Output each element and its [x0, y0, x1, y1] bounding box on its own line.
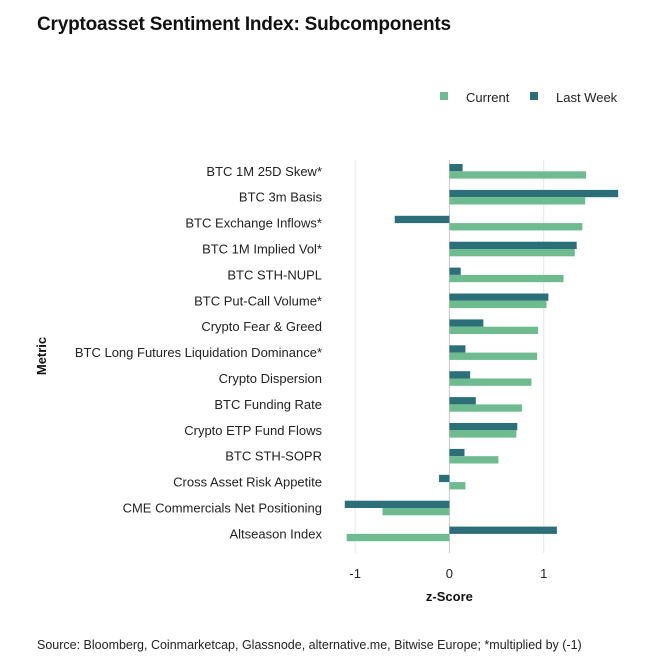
category-label: Crypto ETP Fund Flows	[184, 423, 322, 438]
category-label: BTC Exchange Inflows*	[185, 216, 322, 231]
bar-current	[449, 197, 586, 205]
legend-swatch	[530, 92, 538, 100]
bar-last-week	[449, 241, 577, 249]
labels-layer: -1 0 1 z-Score Metric BTC 1M 25D Skew* BTC 3m …	[34, 164, 547, 604]
bar-current	[449, 352, 538, 360]
category-label: BTC Long Futures Liquidation Dominance*	[75, 345, 322, 360]
bar-current	[449, 430, 517, 438]
bar-last-week	[439, 474, 450, 483]
bar-current	[449, 482, 466, 490]
bars-layer	[344, 164, 619, 542]
bar-last-week	[449, 423, 518, 431]
legend: Current Last Week	[440, 90, 618, 105]
category-label: Crypto Dispersion	[219, 371, 322, 386]
category-label: BTC 3m Basis	[239, 190, 323, 205]
bar-current	[346, 533, 450, 542]
category-label: BTC Put-Call Volume*	[194, 293, 322, 308]
bar-current	[449, 223, 583, 231]
bar-current	[449, 249, 575, 257]
bar-last-week	[449, 345, 466, 353]
x-tick-label: -1	[349, 566, 361, 581]
bar-current	[449, 456, 499, 464]
bar-current	[449, 171, 587, 179]
category-label: BTC 1M Implied Vol*	[202, 242, 322, 257]
legend-label: Last Week	[556, 90, 618, 105]
y-axis-title: Metric	[34, 337, 49, 375]
bar-current	[449, 326, 539, 334]
bar-last-week	[449, 319, 484, 327]
bar-last-week	[449, 189, 619, 198]
chart-title: Cryptoasset Sentiment Index: Subcomponen…	[37, 14, 451, 35]
bar-last-week	[449, 371, 471, 379]
bar-current	[449, 300, 547, 309]
category-label: BTC STH-NUPL	[227, 267, 322, 282]
legend-label: Current	[466, 90, 510, 105]
bar-current	[382, 508, 450, 516]
bar-last-week	[344, 500, 450, 508]
category-label: BTC STH-SOPR	[225, 449, 322, 464]
bar-current	[449, 378, 532, 386]
bar-last-week	[449, 448, 465, 457]
x-tick-label: 0	[446, 566, 453, 581]
bar-current	[449, 404, 523, 412]
category-label: Crypto Fear & Greed	[201, 319, 322, 334]
category-label: BTC 1M 25D Skew*	[206, 164, 322, 179]
bar-last-week	[449, 267, 461, 275]
bar-last-week	[449, 397, 476, 405]
x-tick-label: 1	[540, 566, 547, 581]
category-label: Cross Asset Risk Appetite	[173, 475, 322, 490]
bar-current	[449, 274, 564, 283]
bar-last-week	[449, 164, 463, 172]
source-note: Source: Bloomberg, Coinmarketcap, Glassn…	[37, 638, 582, 652]
x-axis-title: z-Score	[426, 589, 473, 604]
category-label: Altseason Index	[229, 526, 322, 541]
category-label: BTC Funding Rate	[214, 397, 322, 412]
legend-swatch	[440, 92, 448, 100]
category-label: CME Commercials Net Positioning	[123, 501, 322, 516]
bar-last-week	[449, 293, 549, 301]
bar-last-week	[449, 526, 557, 534]
bar-last-week	[394, 215, 450, 224]
